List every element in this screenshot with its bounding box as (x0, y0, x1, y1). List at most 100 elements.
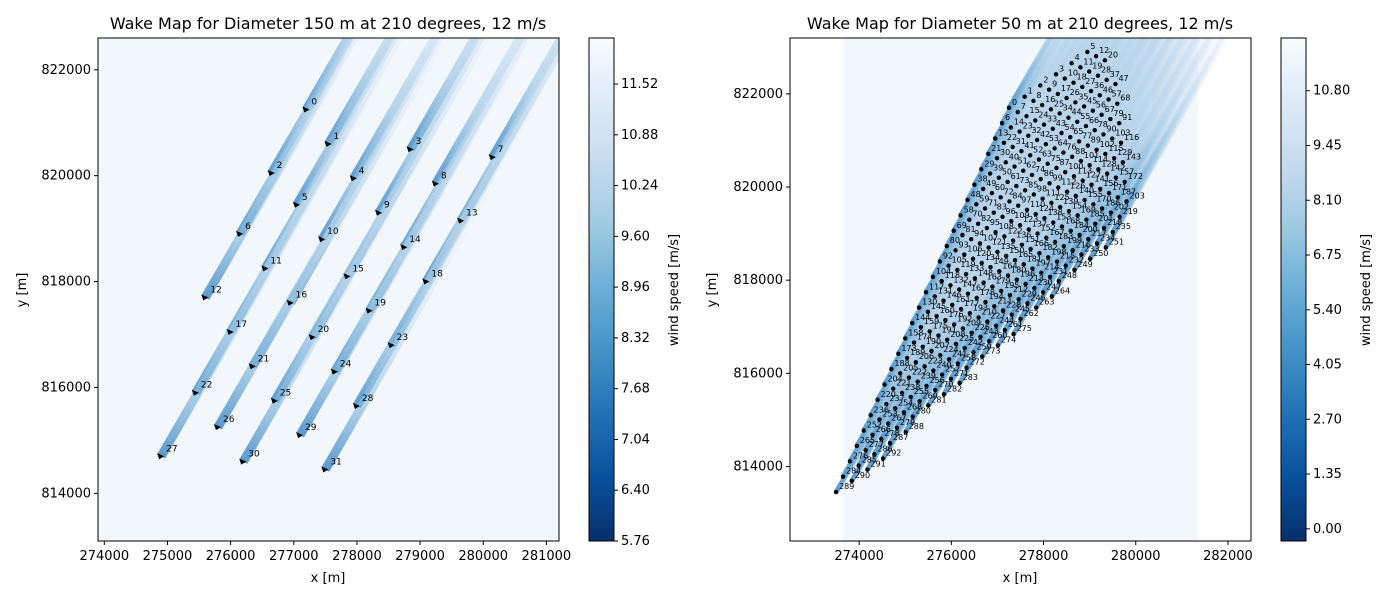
turbine-label: 262 (1024, 309, 1039, 318)
turbine-label: 139 (1063, 197, 1078, 206)
turbine-label: 16 (296, 291, 308, 301)
turbine-label: 190 (926, 337, 941, 346)
turbine-label: 79 (1113, 109, 1123, 118)
turbine-label: 18 (431, 270, 443, 280)
turbine-marker (343, 273, 351, 280)
turbine-label: 189 (910, 348, 925, 357)
turbine-marker (1022, 188, 1028, 193)
turbine-marker (1012, 164, 1017, 169)
turbine-label: 24 (1038, 110, 1048, 119)
turbine-marker (248, 363, 256, 370)
turbine-label: 56 (1096, 101, 1106, 110)
turbine-marker (1024, 207, 1030, 213)
wake-streak (865, 243, 1000, 471)
turbine-marker (1021, 168, 1026, 173)
turbine-label: 132 (953, 275, 968, 284)
turbine-marker (925, 309, 931, 315)
turbine-label: 208 (950, 330, 965, 339)
turbine-label: 114 (1093, 155, 1108, 164)
turbine-marker (1025, 301, 1030, 306)
turbine-label: 19 (375, 299, 387, 309)
turbine-marker (1053, 72, 1059, 77)
turbine-label: 186 (1105, 198, 1120, 207)
wake-streak (995, 118, 1131, 347)
turbine-marker (1035, 231, 1040, 236)
turbine-marker (964, 365, 969, 370)
turbine-label: 206 (919, 352, 934, 361)
turbine-marker (970, 256, 976, 261)
turbine-label: 154 (1072, 201, 1087, 210)
turbine-label: 145 (931, 302, 946, 311)
turbine-marker (1073, 193, 1079, 199)
turbine-marker (1021, 262, 1026, 267)
turbine-marker (1002, 234, 1007, 239)
turbine-label: 44 (1071, 108, 1081, 117)
turbine-marker (1050, 126, 1055, 132)
turbine-label: 244 (999, 316, 1014, 325)
x-tick-label: 278000 (1019, 549, 1069, 564)
turbine-marker (1075, 213, 1080, 218)
chart-right-ylabel: y [m] (705, 273, 720, 308)
turbine-label: 164 (1002, 261, 1017, 270)
turbine-label: 113 (1077, 166, 1092, 175)
colorbar-tick-label: 10.80 (1313, 84, 1350, 99)
turbine-label: 11 (270, 256, 281, 266)
turbine-label: 153 (1056, 212, 1071, 221)
turbine-label: 272 (970, 358, 985, 367)
turbine-label: 222 (912, 368, 927, 377)
turbine-marker (971, 350, 976, 355)
turbine-marker (967, 311, 972, 316)
turbine-label: 103 (1115, 129, 1130, 138)
turbine-marker (239, 458, 247, 465)
turbine-label: 0 (311, 97, 317, 107)
turbine-label: 46 (1103, 85, 1113, 94)
turbine-label: 240 (936, 361, 951, 370)
turbine-marker (1038, 176, 1043, 182)
turbine-marker (1093, 53, 1099, 59)
turbine-marker (1102, 58, 1108, 63)
turbine-marker (840, 474, 846, 479)
x-tick-label: 277000 (269, 549, 319, 564)
turbine-marker (321, 466, 329, 473)
turbine-marker (365, 307, 373, 314)
turbine-marker (349, 175, 357, 182)
wake-streak (926, 179, 1061, 407)
turbine-marker (924, 383, 929, 389)
turbine-marker (946, 263, 951, 268)
turbine-label: 141 (1094, 175, 1109, 184)
chart-right-axes: 274000 276000 278000 280000 2820008140008160… (733, 87, 1252, 564)
turbine-marker (1087, 162, 1092, 168)
turbine-label: 248 (1062, 271, 1077, 280)
turbine-marker (899, 390, 905, 396)
turbine-label: 224 (943, 345, 958, 354)
chart-left-turbines: 0123456789101112131415161718192021222324… (157, 97, 503, 473)
turbine-label: 100 (1068, 162, 1083, 171)
turbine-label: 255 (914, 387, 929, 396)
turbine-marker (904, 355, 910, 361)
turbine-marker (969, 330, 974, 336)
turbine-label: 282 (947, 384, 962, 393)
turbine-label: 107 (983, 233, 998, 242)
turbine-label: 111 (1046, 189, 1061, 198)
turbine-label: 250 (1093, 249, 1108, 258)
turbine-marker (958, 213, 963, 218)
turbine-label: 223 (928, 356, 943, 365)
turbine-marker (1111, 155, 1117, 161)
turbine-marker (1092, 221, 1098, 227)
turbine-marker (894, 425, 900, 431)
colorbar-tick-label: 10.24 (621, 179, 658, 194)
turbine-marker (1004, 253, 1009, 259)
turbine-marker (927, 329, 932, 334)
turbine-label: 85 (1028, 180, 1038, 189)
turbine-label: 20 (1108, 50, 1118, 59)
turbine-label: 232 (1069, 256, 1084, 265)
turbine-label: 118 (945, 271, 960, 280)
turbine-marker (1029, 172, 1035, 178)
turbine-label: 19 (1092, 62, 1102, 71)
turbine-marker (998, 288, 1004, 294)
turbine-label: 213 (1029, 274, 1044, 283)
turbine-label: 15 (1029, 106, 1039, 115)
turbine-marker (1010, 238, 1016, 243)
x-tick-label: 280000 (458, 549, 508, 564)
x-tick-label: 274000 (834, 549, 884, 564)
